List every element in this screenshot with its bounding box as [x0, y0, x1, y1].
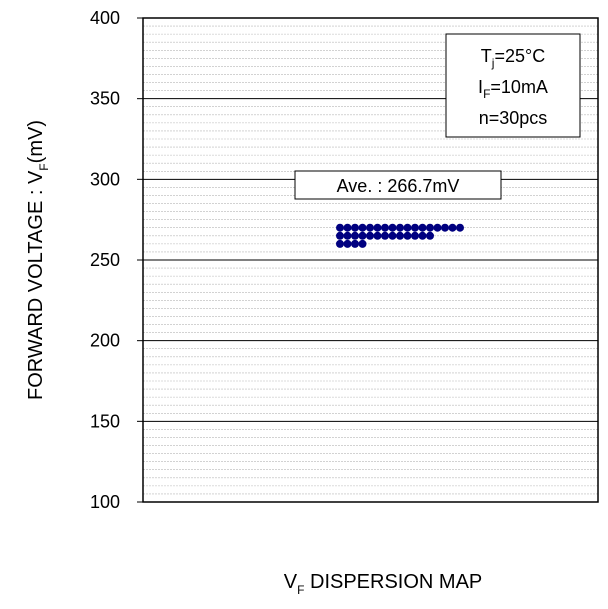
data-point [403, 231, 412, 240]
data-point [336, 231, 344, 240]
data-point [433, 223, 442, 232]
data-points [336, 223, 464, 248]
data-point [411, 231, 419, 240]
data-point [388, 231, 397, 240]
data-point [448, 223, 457, 232]
data-point [441, 223, 449, 232]
data-point [456, 223, 464, 232]
conditions-box [445, 33, 581, 138]
y-tick-label: 350 [90, 89, 120, 109]
data-point [396, 231, 404, 240]
y-tick-label: 250 [90, 250, 120, 270]
major-gridlines [143, 98, 598, 422]
y-tick-label: 150 [90, 411, 120, 431]
data-point [366, 231, 374, 240]
data-point [426, 223, 434, 232]
data-point [358, 223, 367, 232]
data-point [418, 231, 427, 240]
data-point [373, 231, 382, 240]
data-point [396, 223, 404, 232]
data-point [351, 239, 359, 248]
y-axis-label: FORWARD VOLTAGE : VF(mV) [25, 120, 51, 400]
data-point [381, 223, 389, 232]
conditions-legend: Tj=25°C IF=10mA n=30pcs [445, 33, 581, 138]
minor-gridlines [143, 25, 598, 495]
data-point [403, 223, 412, 232]
condition-if: IF=10mA [478, 77, 548, 101]
y-tick-labels: 100 150 200 250 300 350 400 [90, 8, 143, 512]
x-axis-label: VF DISPERSION MAP [284, 571, 483, 597]
y-tick-label: 400 [90, 8, 120, 28]
data-point [418, 223, 427, 232]
data-point [358, 239, 367, 248]
data-point [381, 231, 389, 240]
average-annotation: Ave. : 266.7mV [294, 170, 502, 200]
data-point [373, 223, 382, 232]
data-point [411, 223, 419, 232]
data-point [343, 231, 352, 240]
data-point [358, 231, 367, 240]
data-point [336, 223, 344, 232]
y-tick-label: 100 [90, 492, 120, 512]
y-tick-label: 200 [90, 331, 120, 351]
data-point [351, 231, 359, 240]
average-label: Ave. : 266.7mV [337, 176, 460, 196]
data-point [426, 231, 434, 240]
data-point [343, 239, 352, 248]
average-box [294, 170, 502, 200]
y-tick-label: 300 [90, 169, 120, 189]
condition-n: n=30pcs [479, 108, 548, 128]
data-point [336, 239, 344, 248]
data-point [366, 223, 374, 232]
condition-tj: Tj=25°C [481, 46, 545, 70]
data-point [351, 223, 359, 232]
data-point [343, 223, 352, 232]
data-point [388, 223, 397, 232]
